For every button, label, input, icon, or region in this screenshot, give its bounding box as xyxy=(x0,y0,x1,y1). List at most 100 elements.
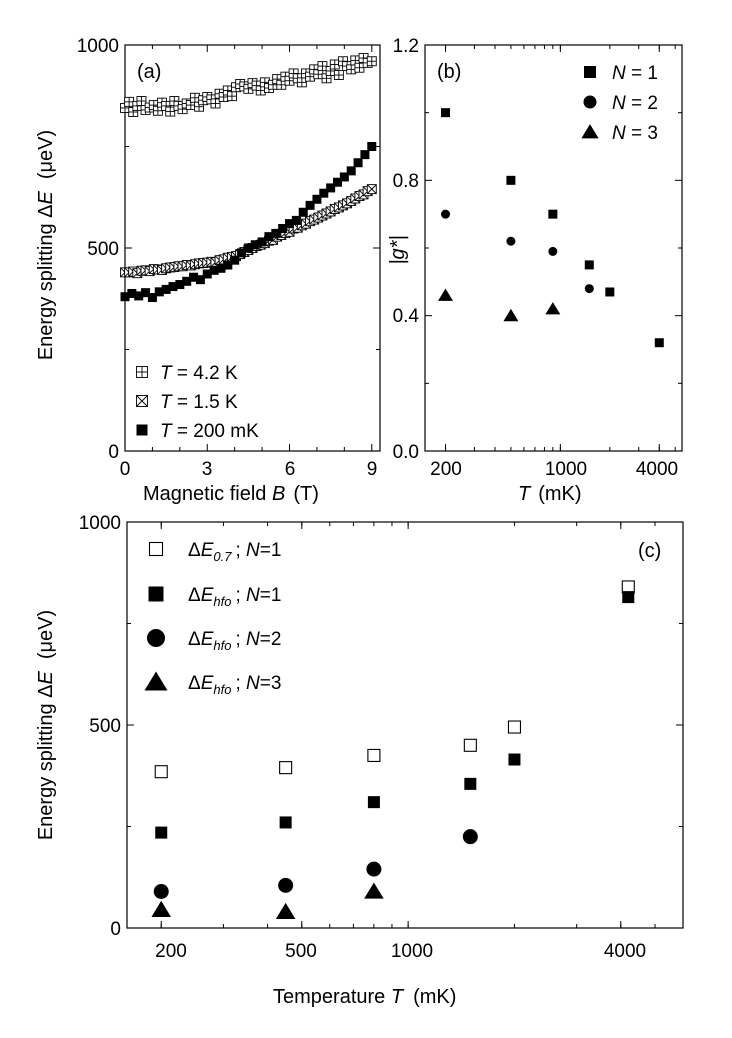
a-point-s2-19 xyxy=(250,240,260,250)
a-point-s0-47 xyxy=(313,69,324,80)
a-point-s0-33 xyxy=(255,85,266,96)
legend-symbol-4.2K xyxy=(136,366,148,378)
c-point-s3-2 xyxy=(364,882,384,899)
b-point-s0-5 xyxy=(654,338,664,348)
a-point-s2-14 xyxy=(216,263,226,273)
b-point-s0-0 xyxy=(441,108,451,118)
legend-marker-dEhfo-N1 xyxy=(148,586,164,602)
panel-b-legend: N = 1 N = 2 N = 3 xyxy=(581,63,658,144)
panel-a-ytick-500: 500 xyxy=(87,239,119,260)
a-point-s2-32 xyxy=(339,172,349,182)
a-point-s0-8 xyxy=(152,105,163,116)
a-point-s2-8 xyxy=(175,280,185,290)
a-point-s2-1 xyxy=(127,288,137,298)
legend-label-dEhfo-N3: ΔEhfo; N=3 xyxy=(188,673,281,697)
a-point-s2-10 xyxy=(189,272,199,282)
c-point-s2-1 xyxy=(278,877,294,893)
a-point-s2-36 xyxy=(367,142,377,151)
legend-label-dEhfo-N1: ΔEhfo; N=1 xyxy=(188,585,281,609)
panel-b-points xyxy=(438,108,664,348)
b-point-s1-0 xyxy=(441,209,451,219)
a-point-s0-55 xyxy=(346,64,357,75)
a-point-s0-51 xyxy=(329,59,340,70)
legend-marker-200mK xyxy=(136,424,148,436)
a-point-s0-22 xyxy=(210,98,221,109)
a-point-s0-48 xyxy=(317,61,328,72)
a-point-s2-16 xyxy=(230,255,240,265)
c-point-s0-2 xyxy=(367,748,381,763)
panel-b-xtick-200: 200 xyxy=(430,459,462,480)
a-point-s2-0 xyxy=(120,292,130,302)
panel-a-x-axis-label: Magnetic field B (T) xyxy=(143,483,319,505)
panel-b-x-axis-label: T (mK) xyxy=(518,483,582,505)
a-point-s2-26 xyxy=(298,207,308,217)
panel-a-ytick-0: 0 xyxy=(108,442,119,463)
a-point-s0-1 xyxy=(124,96,135,107)
panel-b-ticks xyxy=(425,44,682,452)
legend-marker-N3 xyxy=(581,124,599,139)
legend-marker-dE07-N1 xyxy=(148,541,164,557)
legend-label-N3: N = 3 xyxy=(612,123,658,144)
c-point-s3-0 xyxy=(151,900,172,917)
a-point-s2-30 xyxy=(326,183,336,193)
a-point-s0-38 xyxy=(276,79,287,90)
panel-b-xtick-4000: 4000 xyxy=(636,459,678,480)
a-point-s0-52 xyxy=(333,70,344,80)
legend-symbol-dEhfo-N1 xyxy=(148,586,164,602)
panel-b-ytick-0.8: 0.8 xyxy=(393,171,419,192)
panel-b-ytick-0.4: 0.4 xyxy=(393,306,420,327)
a-point-s2-12 xyxy=(202,269,212,279)
legend-marker-N2 xyxy=(583,95,597,109)
a-point-s2-4 xyxy=(147,293,157,303)
c-point-s1-2 xyxy=(367,796,380,809)
panel-c-xtick-200: 200 xyxy=(155,941,187,962)
c-point-s2-3 xyxy=(462,829,478,845)
a-point-s2-5 xyxy=(154,287,164,297)
c-point-s0-3 xyxy=(463,738,477,752)
a-point-s2-7 xyxy=(168,282,178,292)
c-point-s1-3 xyxy=(464,777,477,790)
a-point-s2-3 xyxy=(141,288,151,298)
legend-label-dE07-N1: ΔE0.7; N=1 xyxy=(188,540,281,564)
c-point-s0-4 xyxy=(507,720,522,734)
a-point-s2-17 xyxy=(237,248,247,258)
a-point-s2-22 xyxy=(271,228,281,238)
panel-b-ytick-1.2: 1.2 xyxy=(393,36,419,57)
a-point-s2-13 xyxy=(209,265,219,275)
b-point-s1-3 xyxy=(584,284,594,294)
c-point-s1-0 xyxy=(155,826,168,839)
panel-a-y-axis-label: Energy splitting ΔE(μeV) xyxy=(35,130,57,360)
panel-c-ytick-1000: 1000 xyxy=(79,513,121,534)
a-point-s2-33 xyxy=(346,166,356,176)
b-point-s0-2 xyxy=(548,209,558,219)
panel-b-y-axis-label: |g*| xyxy=(387,235,409,264)
panel-b-xtick-1000: 1000 xyxy=(545,459,587,480)
panel-b-ytick-0.0: 0.0 xyxy=(393,442,419,463)
a-point-s1-60 xyxy=(366,184,377,195)
panel-a-xtick-9: 9 xyxy=(367,459,378,480)
legend-marker-N1 xyxy=(584,66,596,78)
a-point-s2-11 xyxy=(195,275,205,285)
panel-a-ticks xyxy=(124,44,380,452)
legend-symbol-dEhfo-N3 xyxy=(144,671,168,691)
a-point-s2-6 xyxy=(161,284,171,294)
c-point-s1-4 xyxy=(508,753,521,766)
a-point-s2-15 xyxy=(223,260,233,270)
a-point-s0-60 xyxy=(366,56,377,67)
legend-label-4.2K: T = 4.2 K xyxy=(160,363,238,384)
legend-marker-4.2K xyxy=(136,366,148,378)
legend-marker-1.5K xyxy=(136,395,148,407)
panel-a-points xyxy=(120,53,377,303)
b-point-s2-1 xyxy=(503,308,519,322)
legend-symbol-dE07-N1 xyxy=(148,541,164,557)
panel-c-legend: ΔE0.7; N=1 ΔEhfo; N=1 ΔEhfo; N=2 ΔEhfo; … xyxy=(144,540,281,697)
a-point-s2-20 xyxy=(257,237,267,247)
panel-b-label: (b) xyxy=(437,61,461,83)
panel-c-ticks xyxy=(127,521,683,929)
panel-a-xtick-0: 0 xyxy=(120,459,131,480)
panel-c-xtick-1000: 1000 xyxy=(391,941,433,962)
b-point-s2-2 xyxy=(545,302,561,315)
c-point-s1-1 xyxy=(279,816,292,829)
panel-a-xtick-6: 6 xyxy=(285,459,296,480)
b-point-s2-0 xyxy=(438,288,454,301)
